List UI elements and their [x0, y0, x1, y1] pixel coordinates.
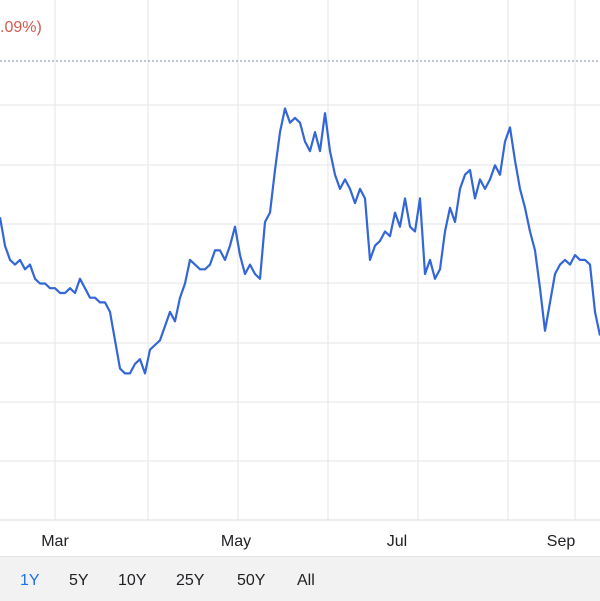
price-line-chart[interactable]: Mar May Jul Sep	[0, 0, 600, 556]
range-5y-button[interactable]: 5Y	[69, 572, 89, 589]
x-tick-label-sep: Sep	[547, 533, 576, 550]
range-10y-button[interactable]: 10Y	[118, 572, 147, 589]
range-1y-button[interactable]: 1Y	[20, 572, 40, 589]
range-25y-button[interactable]: 25Y	[176, 572, 205, 589]
x-tick-label-mar: Mar	[41, 533, 69, 550]
price-change-label: .09%)	[0, 19, 42, 36]
range-all-button[interactable]: All	[297, 572, 315, 589]
range-selector-bar: 1Y 5Y 10Y 25Y 50Y All	[0, 556, 600, 601]
price-series-line	[0, 107, 600, 375]
range-50y-button[interactable]: 50Y	[237, 572, 266, 589]
x-tick-label-may: May	[221, 533, 251, 550]
x-tick-label-jul: Jul	[387, 533, 407, 550]
